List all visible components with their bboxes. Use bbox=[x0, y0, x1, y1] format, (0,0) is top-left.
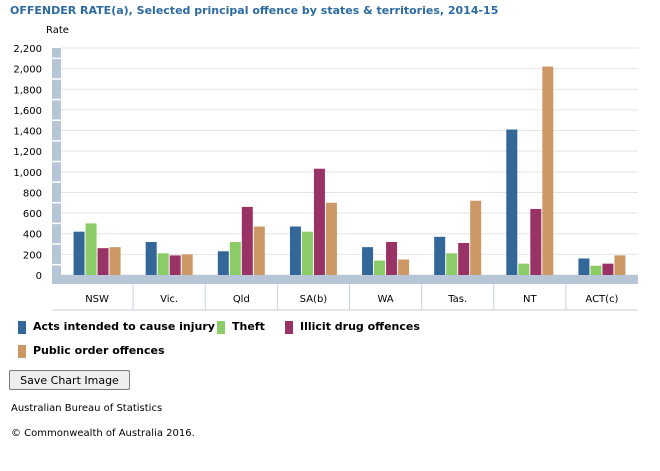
bar bbox=[301, 231, 313, 275]
bar bbox=[313, 168, 325, 275]
copyright-text: © Commonwealth of Australia 2016. bbox=[11, 428, 195, 439]
bar bbox=[181, 254, 193, 275]
bar bbox=[289, 226, 301, 275]
legend-label: Acts intended to cause injury bbox=[33, 320, 215, 333]
bar bbox=[169, 255, 181, 275]
legend-swatch bbox=[18, 345, 26, 358]
bar bbox=[157, 253, 169, 275]
y-tick-label: 1,400 bbox=[13, 127, 42, 138]
bar bbox=[73, 231, 85, 275]
x-tick-label: Qld bbox=[233, 294, 250, 305]
bar bbox=[506, 129, 518, 275]
x-tick-label: Tas. bbox=[447, 294, 467, 305]
legend-label: Illicit drug offences bbox=[300, 320, 420, 333]
bar bbox=[362, 247, 374, 275]
bar bbox=[145, 241, 157, 275]
y-tick-label: 600 bbox=[23, 209, 42, 220]
bar bbox=[109, 247, 121, 275]
y-tick-label: 1,800 bbox=[13, 85, 42, 96]
bar bbox=[229, 241, 241, 275]
y-tick-label: 2,200 bbox=[13, 44, 42, 55]
y-tick-label: 400 bbox=[23, 230, 42, 241]
x-tick-label: ACT(c) bbox=[585, 294, 618, 305]
bar bbox=[253, 226, 265, 275]
x-tick-label: WA bbox=[377, 294, 393, 305]
bar bbox=[325, 202, 337, 275]
bar bbox=[518, 263, 530, 275]
bar bbox=[97, 248, 109, 275]
legend-swatch bbox=[18, 321, 26, 334]
bar bbox=[602, 263, 614, 275]
x-tick-label: SA(b) bbox=[300, 294, 328, 305]
legend-swatch bbox=[285, 321, 293, 334]
y-tick-label: 2,000 bbox=[13, 65, 42, 76]
bar bbox=[398, 259, 410, 275]
y-tick-label: 0 bbox=[36, 271, 42, 282]
y-axis-label: Rate bbox=[46, 25, 69, 36]
bar bbox=[374, 260, 386, 275]
y-tick-label: 1,600 bbox=[13, 106, 42, 117]
x-tick-label: NT bbox=[523, 294, 537, 305]
bar bbox=[590, 265, 602, 275]
legend-label: Theft bbox=[232, 320, 265, 333]
bar bbox=[458, 243, 470, 275]
bar-chart: Rate 0 200 400 600 800 1,000 1,200 1,400 1,600 1,8… bbox=[13, 25, 638, 311]
bar bbox=[614, 255, 626, 275]
y-tick-label: 200 bbox=[23, 250, 42, 261]
bar bbox=[446, 253, 458, 275]
bar bbox=[530, 208, 542, 275]
y-tick-label: 800 bbox=[23, 188, 42, 199]
bar bbox=[386, 241, 398, 275]
y-tick-label: 1,000 bbox=[13, 168, 42, 179]
save-chart-image-button[interactable]: Save Chart Image bbox=[9, 370, 130, 390]
y-tick-label: 1,200 bbox=[13, 147, 42, 158]
x-axis-band bbox=[52, 275, 638, 284]
bar bbox=[241, 206, 253, 275]
bar bbox=[85, 223, 97, 275]
chart-title: OFFENDER RATE(a), Selected principal off… bbox=[10, 4, 499, 17]
x-tick-label: NSW bbox=[85, 294, 109, 305]
x-tick-label: Vic. bbox=[160, 294, 178, 305]
bar bbox=[470, 200, 482, 275]
bar bbox=[434, 236, 446, 275]
legend-label: Public order offences bbox=[33, 344, 165, 357]
bar bbox=[542, 66, 554, 275]
bar bbox=[217, 251, 229, 275]
legend-swatch bbox=[217, 321, 225, 334]
source-text: Australian Bureau of Statistics bbox=[11, 403, 163, 414]
bar bbox=[578, 258, 590, 275]
